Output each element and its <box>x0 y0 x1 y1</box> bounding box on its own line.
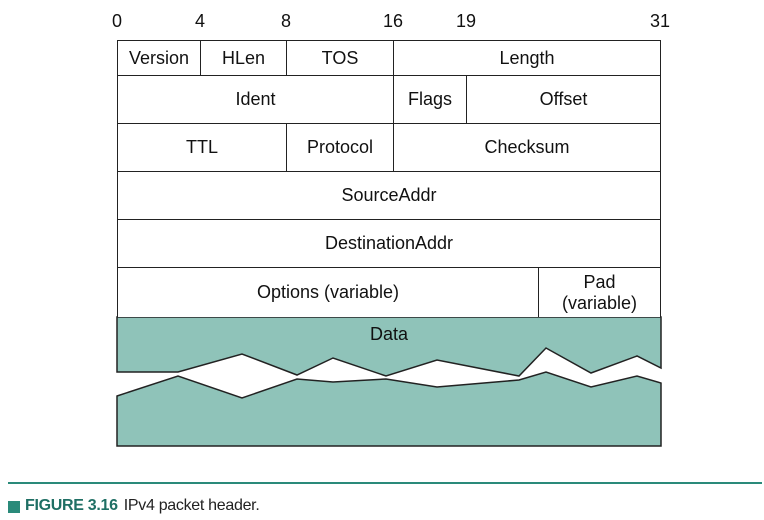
field-version-label: Version <box>128 47 190 68</box>
field-pad-label-line1: Pad <box>583 271 616 292</box>
field-tos-label: TOS <box>321 47 359 68</box>
caption-figure-number: FIGURE 3.16 <box>25 497 118 514</box>
caption-square-icon <box>8 500 20 513</box>
field-source-addr-label: SourceAddr <box>341 185 437 205</box>
field-ttl: TTL <box>117 123 286 171</box>
field-checksum: Checksum <box>393 123 661 171</box>
field-flags-label: Flags <box>407 89 452 109</box>
bit-label-19: 19 <box>455 11 477 31</box>
field-tos: TOS <box>286 40 393 75</box>
field-options-label: Options (variable) <box>256 282 400 302</box>
figure-caption: FIGURE 3.16 IPv4 packet header. <box>8 497 260 515</box>
field-hlen-label: HLen <box>221 47 266 68</box>
data-fill-top <box>116 316 662 377</box>
data-fill-bottom <box>116 371 662 447</box>
field-options: Options (variable) <box>117 267 538 317</box>
field-ident-label: Ident <box>235 89 276 109</box>
field-protocol-label: Protocol <box>306 137 374 157</box>
field-destination-addr-label: DestinationAddr <box>324 233 454 253</box>
field-ttl-label: TTL <box>185 137 218 157</box>
field-destination-addr: DestinationAddr <box>117 219 661 267</box>
bit-label-4: 4 <box>194 11 206 31</box>
data-label: Data <box>369 324 409 344</box>
bit-label-31: 31 <box>649 11 671 31</box>
field-offset-label: Offset <box>539 89 588 109</box>
field-pad: Pad (variable) <box>538 267 661 317</box>
caption-rule <box>8 482 762 484</box>
bit-label-8: 8 <box>280 11 292 31</box>
field-version: Version <box>117 40 200 75</box>
field-offset: Offset <box>466 75 661 123</box>
field-hlen: HLen <box>200 40 286 75</box>
bit-label-16: 16 <box>382 11 404 31</box>
bit-label-0: 0 <box>111 11 123 31</box>
field-protocol: Protocol <box>286 123 393 171</box>
field-length: Length <box>393 40 661 75</box>
field-source-addr: SourceAddr <box>117 171 661 219</box>
field-pad-label-line2: (variable) <box>561 292 638 313</box>
field-ident: Ident <box>117 75 393 123</box>
field-checksum-label: Checksum <box>484 137 570 157</box>
field-flags: Flags <box>393 75 466 123</box>
caption-text: IPv4 packet header. <box>123 497 260 514</box>
field-length-label: Length <box>499 47 555 68</box>
